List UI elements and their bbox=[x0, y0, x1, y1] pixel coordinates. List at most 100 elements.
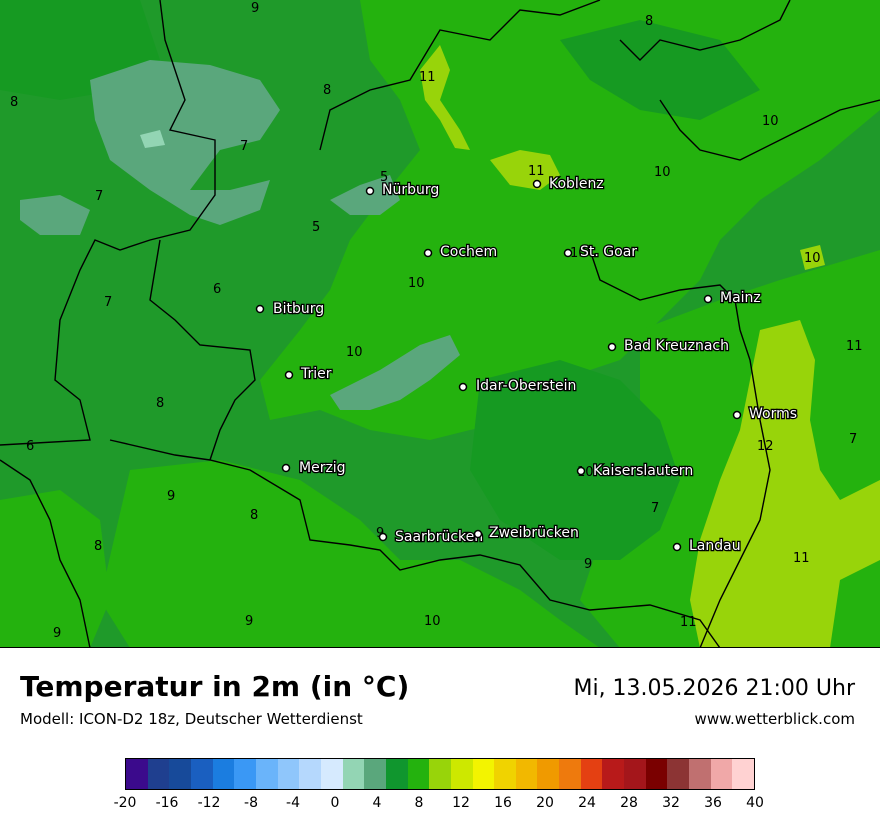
color-scale-segment bbox=[602, 759, 625, 789]
iso-label: 10 bbox=[570, 246, 587, 261]
iso-label: 5 bbox=[312, 220, 320, 235]
temp-zone-11-north bbox=[420, 45, 470, 150]
temp-zone-10-west bbox=[0, 490, 110, 648]
iso-label: 11 bbox=[793, 551, 810, 566]
city-name: Bitburg bbox=[273, 301, 324, 317]
city-name: Merzig bbox=[299, 460, 346, 476]
color-scale-segment bbox=[385, 759, 408, 789]
color-scale-segment bbox=[515, 759, 538, 789]
iso-label: 8 bbox=[323, 83, 331, 98]
color-scale-bar bbox=[125, 758, 755, 790]
city-worms: Worms bbox=[732, 405, 798, 423]
color-scale-tick-label: 28 bbox=[620, 795, 638, 811]
iso-label: 9 bbox=[584, 557, 592, 572]
city-name: Bad Kreuznach bbox=[624, 338, 729, 354]
color-scale-tick-label: -12 bbox=[197, 795, 221, 811]
color-scale-segment bbox=[689, 759, 711, 789]
city-bad-kreuznach: Bad Kreuznach bbox=[607, 337, 730, 355]
website-url: www.wetterblick.com bbox=[694, 710, 855, 728]
city-name: Mainz bbox=[720, 290, 761, 306]
color-scale-segment bbox=[364, 759, 386, 789]
color-scale-segment bbox=[559, 759, 581, 789]
color-scale-segment bbox=[450, 759, 473, 789]
color-scale-tick-label: 16 bbox=[494, 795, 512, 811]
iso-label: 11 bbox=[419, 70, 436, 85]
iso-label: 9 bbox=[167, 489, 175, 504]
color-scale-segment bbox=[212, 759, 235, 789]
iso-label: 11 bbox=[528, 164, 545, 179]
temp-zone-9-b bbox=[560, 20, 760, 120]
iso-label: 9 bbox=[245, 614, 253, 629]
city-mainz: Mainz bbox=[703, 289, 762, 307]
color-scale-segment bbox=[580, 759, 603, 789]
color-scale-segment bbox=[320, 759, 343, 789]
temp-zone-6-hunsrueck bbox=[330, 335, 460, 410]
city-name: Idar-Oberstein bbox=[476, 378, 576, 394]
city-kaiserslautern: Kaiserslautern bbox=[576, 462, 694, 480]
temp-zone-6-nuerburg bbox=[330, 175, 400, 215]
city-saarbruecken: Saarbrücken bbox=[378, 528, 484, 546]
iso-label: 11 bbox=[846, 339, 863, 354]
city-koblenz: Koblenz bbox=[532, 175, 605, 193]
city-name: Saarbrücken bbox=[395, 529, 483, 545]
iso-label: 8 bbox=[250, 508, 258, 523]
color-scale-segment bbox=[277, 759, 300, 789]
color-scale-tick-label: 0 bbox=[330, 795, 340, 811]
color-scale-segment bbox=[407, 759, 430, 789]
city-landau: Landau bbox=[672, 537, 742, 555]
city-idar-oberstein: Idar-Oberstein bbox=[458, 377, 578, 395]
color-scale-segment bbox=[147, 759, 170, 789]
color-scale-tick-label: 24 bbox=[578, 795, 596, 811]
color-scale-segment bbox=[624, 759, 646, 789]
color-scale-segment bbox=[494, 759, 516, 789]
color-scale-tick-label: -16 bbox=[155, 795, 179, 811]
color-scale-tick-label: 4 bbox=[372, 795, 382, 811]
city-markers: Nürburg Koblenz Cochem St. Goar Mainz Bi… bbox=[255, 175, 798, 555]
city-st-goar: St. Goar bbox=[563, 243, 639, 261]
iso-label: 7 bbox=[849, 432, 857, 447]
iso-label: 6 bbox=[26, 439, 34, 454]
color-scale-tick-label: 12 bbox=[452, 795, 470, 811]
color-scale-segment bbox=[126, 759, 148, 789]
iso-label: 9 bbox=[53, 626, 61, 641]
color-scale-segment bbox=[255, 759, 278, 789]
iso-label: 8 bbox=[94, 539, 102, 554]
color-scale-segment bbox=[234, 759, 256, 789]
map-title: Temperatur in 2m (in °C) bbox=[20, 670, 410, 703]
city-name: Landau bbox=[689, 538, 741, 554]
color-scale-labels: -20 -16 -12 -8 -4 0 4 8 12 16 20 24 28 32 36 40 bbox=[114, 795, 764, 815]
iso-label: 10 bbox=[424, 614, 441, 629]
city-name: Nürburg bbox=[382, 182, 439, 198]
iso-label: 7 bbox=[240, 139, 248, 154]
city-name: Zweibrücken bbox=[489, 525, 579, 541]
state-borders bbox=[0, 0, 880, 648]
color-scale-segment bbox=[537, 759, 560, 789]
color-scale-segment bbox=[299, 759, 321, 789]
city-name: Trier bbox=[300, 366, 332, 382]
iso-label: 9 bbox=[251, 1, 259, 16]
temp-zone-11-east bbox=[800, 245, 825, 270]
city-name: Cochem bbox=[440, 244, 497, 260]
color-scale-segment bbox=[342, 759, 365, 789]
color-scale-segment bbox=[472, 759, 495, 789]
iso-label: 10 bbox=[654, 165, 671, 180]
iso-label: 9 bbox=[376, 526, 384, 541]
valid-datetime: Mi, 13.05.2026 21:00 Uhr bbox=[573, 676, 855, 701]
color-scale-tick-label: 8 bbox=[414, 795, 424, 811]
color-scale-tick-label: -20 bbox=[113, 795, 137, 811]
temperature-map: 9 8 8 11 8 7 10 5 7 11 10 5 10 10 7 6 10… bbox=[0, 0, 880, 648]
temp-zone-6-west bbox=[20, 195, 90, 235]
city-cochem: Cochem bbox=[423, 243, 498, 261]
color-scale-tick-label: -8 bbox=[244, 795, 258, 811]
city-zweibruecken: Zweibrücken bbox=[473, 524, 580, 542]
city-trier: Trier bbox=[284, 365, 333, 383]
city-name: Koblenz bbox=[549, 176, 604, 192]
iso-label: 7 bbox=[651, 501, 659, 516]
iso-label: 8 bbox=[156, 396, 164, 411]
iso-label: 7 bbox=[95, 189, 103, 204]
color-scale-segment bbox=[190, 759, 213, 789]
city-name: Worms bbox=[749, 406, 797, 422]
temp-zone-9-a bbox=[470, 360, 680, 560]
color-scale-tick-label: 32 bbox=[662, 795, 680, 811]
color-scale-segment bbox=[710, 759, 733, 789]
